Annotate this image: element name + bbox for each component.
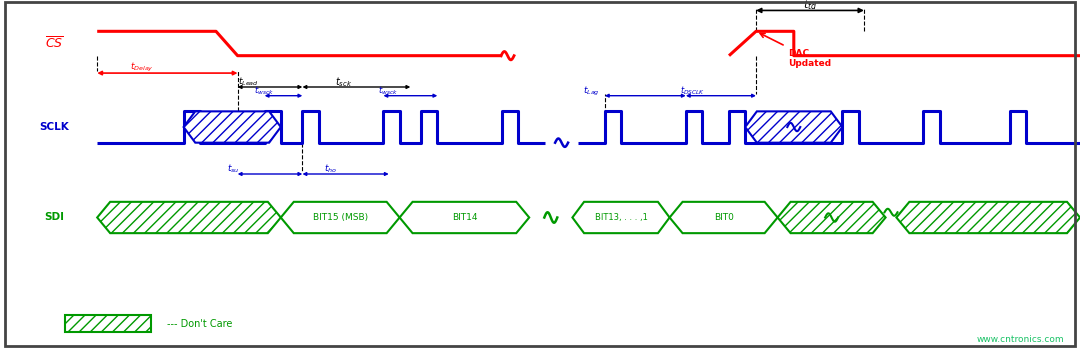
Text: BIT15 (MSB): BIT15 (MSB): [312, 213, 368, 222]
Text: $t_{wsck}$: $t_{wsck}$: [254, 85, 273, 97]
Polygon shape: [778, 202, 886, 233]
Polygon shape: [745, 111, 842, 143]
Text: $t_{ho}$: $t_{ho}$: [324, 163, 337, 175]
Bar: [65, 315, 151, 332]
Text: BIT14: BIT14: [451, 213, 477, 222]
Text: $t_{sck}$: $t_{sck}$: [335, 75, 352, 89]
Text: $t_{Lead}$: $t_{Lead}$: [238, 76, 258, 88]
Polygon shape: [281, 202, 400, 233]
Text: BIT13, . . . ,1: BIT13, . . . ,1: [595, 213, 647, 222]
Polygon shape: [97, 202, 281, 233]
Polygon shape: [184, 111, 281, 143]
Text: --- Don't Care: --- Don't Care: [167, 319, 233, 329]
Text: SDI: SDI: [44, 213, 64, 222]
Text: $t_{DSCLK}$: $t_{DSCLK}$: [680, 85, 705, 97]
Text: DAC
Updated: DAC Updated: [760, 33, 832, 68]
Text: BIT0: BIT0: [714, 213, 733, 222]
Text: $\overline{CS}$: $\overline{CS}$: [44, 36, 64, 51]
Text: $t_{su}$: $t_{su}$: [227, 163, 240, 175]
Text: www.cntronics.com: www.cntronics.com: [976, 335, 1064, 344]
Text: SCLK: SCLK: [39, 122, 69, 132]
Text: $t_{Lag}$: $t_{Lag}$: [583, 85, 599, 98]
Text: $t_{Delay}$: $t_{Delay}$: [130, 61, 153, 74]
Polygon shape: [400, 202, 529, 233]
Polygon shape: [896, 202, 1080, 233]
Text: $t_{td}$: $t_{td}$: [802, 0, 818, 12]
Polygon shape: [670, 202, 778, 233]
Polygon shape: [572, 202, 670, 233]
Text: $t_{wsck}$: $t_{wsck}$: [378, 85, 397, 97]
